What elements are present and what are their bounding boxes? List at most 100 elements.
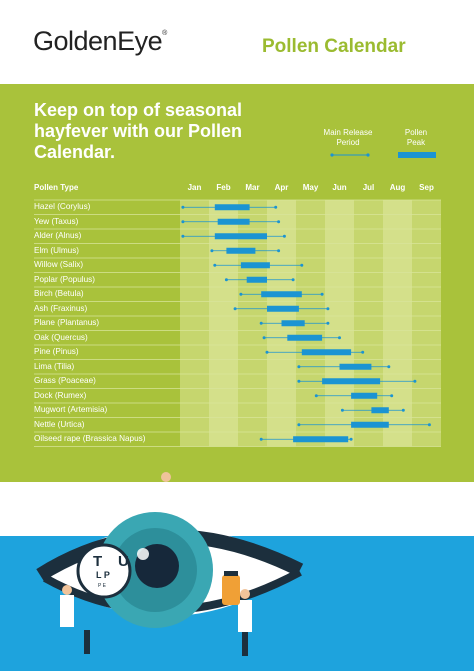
eye-chart-row-3: P E [98,583,106,589]
release-start-dot [259,437,263,441]
trademark-mark: ® [162,30,167,37]
legend-peak-label: Pollen Peak [404,128,428,147]
month-column-sep [412,200,441,447]
pollen-peak-bar [217,218,250,225]
month-column-feb [209,200,238,447]
release-end-dot [338,336,341,340]
pollen-peak-bar [301,349,352,356]
pollen-peak-bar [351,392,378,399]
pollen-type-label: Oak (Quercus) [34,332,88,342]
release-end-dot [401,408,405,412]
legend-release-label: Main Release Period [323,128,373,147]
pollen-type-label: Pine (Pinus) [34,347,79,356]
release-start-dot [213,263,217,267]
pollen-type-label: Ash (Fraxinus) [34,303,88,313]
release-start-dot [259,321,263,325]
legend-peak-bar [398,152,436,158]
illustration-area [0,482,474,536]
release-end-dot [427,423,431,427]
month-header-jan: Jan [187,183,202,192]
month-header-jul: Jul [362,183,375,192]
month-header-apr: Apr [274,183,289,192]
release-end-dot [282,234,286,238]
pollen-type-label: Lima (Tilia) [34,361,75,371]
release-end-dot [361,350,365,354]
month-header-sep: Sep [419,183,434,192]
scientist-right-legs [242,632,248,656]
eye-chart-lens [76,543,132,599]
release-end-dot [291,278,295,282]
release-start-dot [297,379,301,383]
release-start-dot [181,205,185,209]
release-start-dot [233,307,237,311]
month-header-may: May [302,183,319,192]
pollen-type-label: Oilseed rape (Brassica Napus) [34,434,146,443]
pollen-type-label: Willow (Salix) [34,260,84,269]
release-start-dot [314,394,318,398]
pollen-peak-bar [267,305,299,312]
pollen-peak-bar [351,421,389,428]
release-end-dot [320,292,324,296]
release-start-dot [265,350,269,354]
release-start-dot [181,220,185,224]
pollen-peak-bar [287,334,323,341]
release-end-dot [274,205,278,209]
release-start-dot [297,423,301,427]
eye-highlight [137,548,149,560]
medicine-bottle [222,575,240,605]
pollen-peak-bar [240,262,270,269]
month-column-jul [354,200,383,447]
eye-illustration [36,472,304,656]
pollen-peak-bar [293,436,349,443]
month-column-jun [325,200,354,447]
logo-text: GoldenEye [33,26,163,56]
page-header: GoldenEye® Pollen Calendar [0,0,474,84]
release-start-dot [297,365,301,369]
release-end-dot [349,437,353,441]
release-end-dot [277,249,281,253]
legend-release-dot-start [330,153,334,157]
brand-logo: GoldenEye® [33,26,167,57]
pollen-peak-bar [339,363,372,370]
pollen-type-header: Pollen Type [34,183,79,192]
eye-chart-row-2: L P [96,570,110,580]
release-start-dot [210,249,214,253]
release-end-dot [326,307,330,311]
pollen-type-label: Plane (Plantanus) [34,318,100,327]
eye-chart-letter-t: T [93,553,103,570]
month-column-aug [383,200,412,447]
pollen-type-label: Hazel (Corylus) [34,202,91,211]
scientist-right-body [238,600,252,632]
pollen-type-label: Birch (Betula) [34,289,84,298]
pollen-type-label: Yew (Taxus) [34,216,79,226]
intro-headline: Keep on top of seasonal hayfever with ou… [34,100,243,162]
pollen-type-label: Dock (Rumex) [34,390,87,400]
pollen-peak-bar [322,378,381,385]
month-header-feb: Feb [216,183,231,192]
release-end-dot [390,394,394,398]
scientist-left-head [62,585,72,595]
month-header-mar: Mar [245,183,260,192]
release-start-dot [340,408,344,412]
release-end-dot [387,365,391,369]
pollen-type-label: Nettle (Urtica) [34,419,85,429]
pollen-peak-bar [226,247,256,254]
pollen-peak-bar [281,320,305,327]
release-start-dot [262,336,266,340]
pollen-type-label: Elm (Ulmus) [34,245,80,255]
scientist-left-legs [84,630,90,654]
release-start-dot [181,234,185,238]
release-start-dot [239,292,243,296]
release-start-dot [224,278,228,282]
scientist-left-body [60,595,74,627]
month-header-jun: Jun [332,183,347,192]
pollen-type-label: Mugwort (Artemisia) [34,405,108,414]
pollen-peak-bar [214,233,267,240]
scientist-top-head [161,472,171,482]
pollen-type-label: Poplar (Populus) [34,274,95,284]
medicine-bottle-cap [224,571,238,576]
scientist-right-head [240,589,250,599]
pollen-type-label: Grass (Poaceae) [34,376,96,385]
